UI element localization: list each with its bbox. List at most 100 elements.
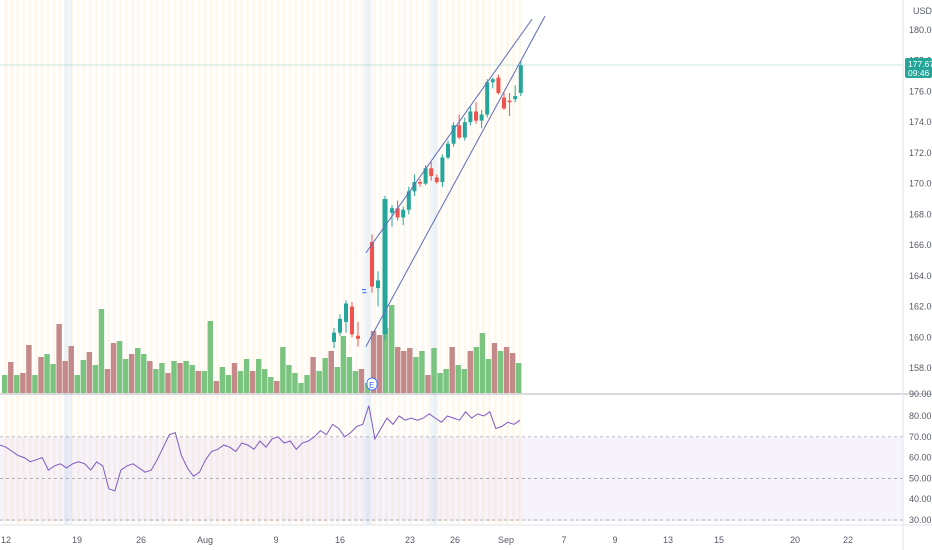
session-stripe (106, 0, 110, 525)
volume-bars (2, 305, 522, 393)
session-stripe (161, 0, 165, 525)
volume-bar (401, 351, 407, 393)
price-tick-label: 170.00 (909, 179, 932, 189)
volume-bar (455, 365, 461, 393)
volume-bar (382, 328, 389, 393)
volume-bar (225, 375, 232, 393)
session-stripe (16, 0, 20, 525)
candle (344, 300, 348, 333)
time-tick-label: 22 (843, 535, 853, 545)
volume-bar (237, 371, 244, 393)
volume-bar (231, 363, 238, 393)
session-stripe (197, 0, 201, 525)
currency-label: USD (913, 6, 932, 16)
volume-bar (479, 333, 486, 393)
session-stripe (233, 0, 237, 525)
session-stripe (330, 0, 334, 525)
volume-bar (159, 363, 165, 393)
volume-bar (304, 375, 310, 393)
volume-bar (431, 348, 437, 393)
session-stripe (88, 0, 92, 525)
volume-bar (334, 367, 340, 393)
session-stripe (252, 0, 256, 525)
price-tick-label: 158.00 (909, 363, 932, 373)
session-stripe (427, 0, 431, 525)
time-tick-label: 26 (450, 535, 460, 545)
volume-bar (407, 348, 413, 393)
volume-bar (425, 375, 431, 393)
session-stripe (354, 0, 358, 525)
session-stripe (131, 0, 135, 525)
session-stripe (203, 0, 207, 525)
volume-bar (2, 375, 8, 393)
session-stripe (64, 0, 68, 525)
earnings-marker[interactable]: E (366, 377, 378, 391)
volume-bar (485, 359, 492, 393)
rsi-axis[interactable]: 90.00 80.00 70.00 60.00 50.00 40.00 30.00 (909, 389, 932, 525)
session-stripe (415, 0, 419, 525)
session-stripe (282, 0, 286, 525)
session-stripe (360, 0, 364, 525)
volume-bar (201, 371, 207, 393)
volume-bar (437, 373, 443, 393)
candle (332, 328, 336, 349)
session-stripe (28, 0, 32, 525)
channel-upper-line[interactable] (365, 18, 533, 254)
holiday-stripe (364, 0, 372, 525)
time-tick-label: 19 (72, 535, 82, 545)
session-stripe (518, 0, 522, 525)
volume-bar (147, 361, 153, 393)
rsi-tick-label: 90.00 (909, 389, 932, 399)
volume-bar (104, 369, 111, 393)
session-stripe (294, 0, 298, 525)
session-stripe (137, 0, 141, 525)
holiday-stripe (430, 0, 438, 525)
session-stripe (451, 0, 455, 525)
price-tick-label: 176.00 (909, 86, 932, 96)
candle (395, 200, 400, 221)
candle (429, 162, 434, 181)
session-stripe (173, 0, 177, 525)
volume-bar (74, 375, 80, 393)
rising-channel[interactable] (365, 15, 546, 347)
candle (434, 174, 439, 184)
rsi-tick-label: 50.00 (909, 473, 932, 483)
session-stripe (10, 0, 14, 525)
volume-bar (280, 347, 286, 393)
candle (457, 114, 462, 140)
time-axis[interactable]: 12 19 26 Aug 9 16 23 26 Sep 7 9 13 15 20 22 (1, 535, 853, 545)
volume-bar (443, 369, 449, 393)
session-stripe (70, 0, 74, 525)
candle (507, 92, 512, 117)
session-stripe (52, 0, 56, 525)
candle (496, 74, 501, 95)
volume-bar (68, 346, 74, 393)
countdown-label: 09:46 (908, 68, 930, 78)
session-stripe (245, 0, 249, 525)
time-tick-label: 23 (405, 535, 415, 545)
volume-bar (395, 347, 401, 393)
volume-bar (86, 352, 93, 393)
candles (332, 60, 523, 349)
candle (406, 186, 411, 215)
rsi-tick-label: 30.00 (909, 515, 932, 525)
session-stripe (125, 0, 129, 525)
time-tick-label: 13 (663, 535, 673, 545)
session-stripe (493, 0, 497, 525)
volume-bar (503, 347, 510, 393)
session-stripe (366, 0, 370, 525)
candle (490, 77, 495, 89)
session-stripe (185, 0, 189, 525)
candle (485, 79, 490, 118)
volume-bar (62, 361, 68, 393)
time-tick-label: Aug (197, 535, 213, 545)
holiday-stripe (64, 0, 72, 525)
session-stripe (100, 0, 104, 525)
volume-bar (419, 351, 425, 393)
channel-lower-line[interactable] (365, 15, 546, 347)
candle (418, 179, 422, 187)
time-tick-label: 20 (790, 535, 800, 545)
volume-bar (171, 361, 177, 393)
price-axis[interactable]: 180.00178.00176.00174.00172.00170.00168.… (909, 25, 932, 373)
